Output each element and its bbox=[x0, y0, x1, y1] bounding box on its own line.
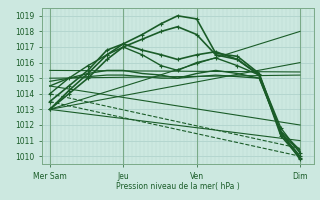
X-axis label: Pression niveau de la mer( hPa ): Pression niveau de la mer( hPa ) bbox=[116, 182, 239, 191]
